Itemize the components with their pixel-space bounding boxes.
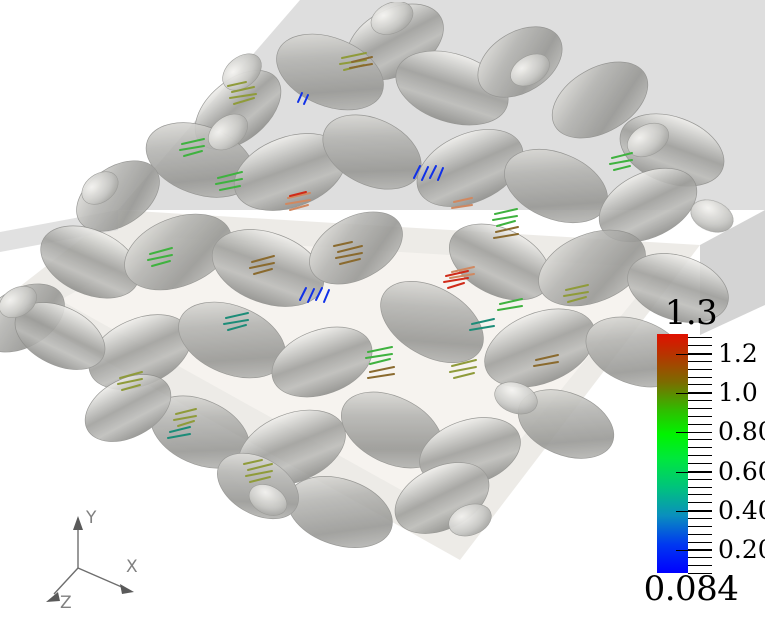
scalarbar-major-tick	[676, 393, 712, 394]
scalarbar-minor-tick	[688, 368, 712, 370]
scalarbar-minor-tick	[688, 447, 712, 449]
scalarbar-minor-tick	[688, 384, 712, 386]
scalarbar-minor-tick	[688, 478, 712, 480]
scalarbar-minor-tick	[688, 423, 712, 425]
scalarbar-minor-tick	[688, 462, 712, 464]
scalarbar-minor-tick	[688, 360, 712, 362]
scalarbar-minor-tick	[688, 400, 712, 401]
scalarbar-minor-tick	[688, 345, 712, 346]
scalarbar-minor-tick	[688, 541, 712, 543]
axis-z: Z	[46, 567, 79, 610]
streamline-glyphs	[117, 52, 633, 483]
scalarbar-minor-tick	[688, 455, 712, 457]
scalarbar-minor-tick	[688, 392, 712, 394]
scalarbar-tick-label: 1.2	[718, 338, 758, 368]
axis-x-label: X	[126, 557, 138, 577]
scalarbar-minor-tick	[688, 415, 712, 417]
scalarbar-minor-tick	[688, 557, 712, 559]
scalarbar-minor-tick	[688, 439, 712, 441]
scalarbar-min-label: 0.084	[643, 569, 739, 609]
scalarbar-tick-label: 0.60	[718, 456, 765, 486]
scalarbar-major-tick	[676, 471, 712, 473]
tube-end-caps	[0, 2, 734, 537]
scalarbar-gradient	[657, 334, 688, 573]
scalarbar-minor-tick	[688, 494, 712, 496]
scalarbar-tick-label: 0.20	[718, 535, 765, 565]
scalarbar-tick-label: 0.40	[718, 495, 765, 525]
scalarbar-minor-tick	[688, 565, 712, 567]
scalarbar-minor-tick	[688, 573, 712, 574]
axis-x: X	[77, 557, 138, 594]
scalarbar-minor-tick	[688, 525, 712, 527]
scalarbar-major-tick	[676, 510, 712, 512]
scalarbar-major-tick	[676, 353, 712, 355]
scalarbar-tick-label: 0.80	[718, 417, 765, 447]
scalarbar-major-tick	[676, 432, 712, 434]
scalarbar-minor-tick	[688, 486, 712, 488]
scalarbar-minor-tick	[688, 510, 712, 512]
scalarbar-ticks: 1.2 1.0 0.80 0.60 0.40 0.20	[676, 326, 765, 581]
scalarbar-minor-tick	[688, 337, 712, 339]
axis-y: Y	[73, 508, 97, 568]
scalarbar-minor-tick	[688, 352, 712, 354]
orientation-axes-widget[interactable]: Y X Z	[40, 500, 160, 610]
scalarbar-minor-tick	[688, 407, 712, 409]
scalarbar-max-label: 1.3	[664, 293, 718, 333]
scalarbar-minor-tick	[688, 533, 712, 535]
axis-y-label: Y	[85, 508, 97, 528]
scalarbar-minor-tick	[688, 502, 712, 504]
scalarbar-minor-tick	[688, 549, 712, 551]
color-legend[interactable]: 1.3 1.2 1.0 0.80 0.60 0.40 0.20 0.084	[630, 296, 765, 626]
scalarbar-minor-tick	[688, 376, 712, 378]
scalarbar-minor-tick	[688, 518, 712, 519]
scalarbar-major-tick	[676, 550, 712, 552]
axis-z-label: Z	[60, 593, 72, 610]
lattice-structure	[0, 2, 734, 548]
scalarbar-tick-label: 1.0	[718, 378, 758, 407]
scalarbar-minor-tick	[688, 470, 712, 472]
scalarbar-minor-tick	[688, 431, 712, 433]
